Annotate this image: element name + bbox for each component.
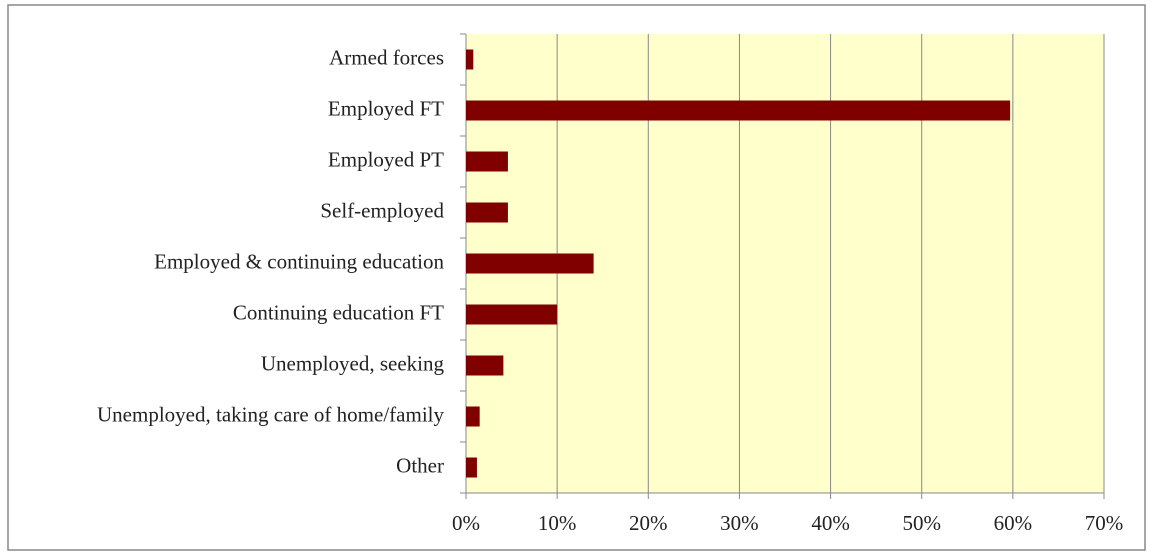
y-tick-label: Employed & continuing education [154, 249, 444, 273]
y-tick-label: Employed PT [328, 147, 444, 171]
x-tick-label: 60% [994, 511, 1033, 535]
y-tick-label: Unemployed, seeking [261, 351, 445, 375]
x-tick-label: 40% [811, 511, 850, 535]
x-tick-label: 50% [902, 511, 941, 535]
bar [466, 100, 1011, 121]
y-tick-label: Employed FT [328, 96, 444, 120]
bar [466, 406, 480, 427]
bar [466, 253, 594, 274]
x-tick-label: 10% [538, 511, 577, 535]
y-tick-label: Self-employed [320, 198, 444, 222]
x-tick-label: 20% [629, 511, 668, 535]
bar [466, 151, 508, 172]
x-tick-label: 70% [1085, 511, 1124, 535]
bar [466, 457, 477, 478]
x-tick-label: 30% [720, 511, 759, 535]
bar [466, 202, 508, 223]
x-tick-label: 0% [452, 511, 480, 535]
y-tick-label: Armed forces [329, 45, 444, 69]
y-tick-label: Other [396, 453, 444, 477]
y-tick-label: Unemployed, taking care of home/family [97, 402, 444, 426]
y-tick-label: Continuing education FT [233, 300, 444, 324]
bar [466, 355, 504, 376]
bar [466, 49, 474, 70]
bar [466, 304, 558, 325]
